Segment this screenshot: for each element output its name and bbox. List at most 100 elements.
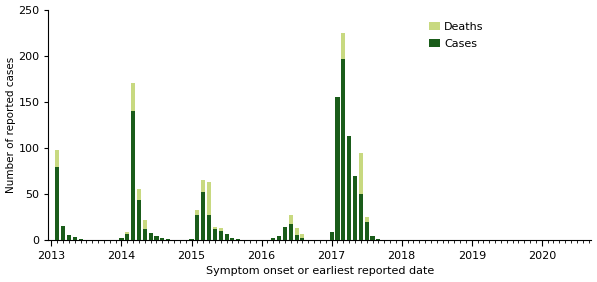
Bar xyxy=(283,227,287,241)
Bar xyxy=(365,217,369,241)
Bar xyxy=(359,194,363,241)
Bar xyxy=(557,239,561,241)
Bar xyxy=(557,239,561,241)
Bar xyxy=(289,224,293,241)
Bar xyxy=(300,238,304,241)
Bar xyxy=(73,237,77,241)
Bar xyxy=(84,239,88,241)
Bar xyxy=(405,239,410,241)
Bar xyxy=(294,228,298,241)
Bar xyxy=(376,239,380,241)
Bar xyxy=(289,215,293,241)
Bar xyxy=(172,239,176,241)
Bar xyxy=(236,239,240,241)
Bar xyxy=(365,222,369,241)
Bar xyxy=(67,235,71,241)
Bar xyxy=(230,238,235,241)
X-axis label: Symptom onset or earliest reported date: Symptom onset or earliest reported date xyxy=(206,266,434,276)
Bar xyxy=(306,239,310,241)
Bar xyxy=(336,97,340,241)
Bar xyxy=(178,239,182,241)
Bar xyxy=(283,227,287,241)
Bar xyxy=(277,236,281,241)
Bar xyxy=(277,236,281,241)
Bar xyxy=(312,239,316,241)
Bar xyxy=(271,238,275,241)
Bar xyxy=(131,111,135,241)
Bar xyxy=(487,239,491,241)
Bar xyxy=(306,239,310,241)
Bar xyxy=(382,239,386,241)
Bar xyxy=(166,239,170,241)
Bar xyxy=(347,136,351,241)
Bar xyxy=(184,239,187,241)
Bar xyxy=(336,97,340,241)
Bar xyxy=(160,238,164,241)
Bar xyxy=(137,189,141,241)
Bar xyxy=(353,176,357,241)
Y-axis label: Number of reported cases: Number of reported cases xyxy=(5,57,16,193)
Bar xyxy=(300,234,304,241)
Bar xyxy=(341,58,345,241)
Bar xyxy=(125,232,130,241)
Bar xyxy=(166,239,170,241)
Bar xyxy=(219,228,223,241)
Bar xyxy=(330,232,334,241)
Legend: Deaths, Cases: Deaths, Cases xyxy=(424,17,488,53)
Bar xyxy=(353,176,357,241)
Bar xyxy=(155,236,159,241)
Bar xyxy=(189,239,193,241)
Bar xyxy=(149,233,153,241)
Bar xyxy=(266,239,269,241)
Bar xyxy=(242,239,246,241)
Bar xyxy=(271,238,275,241)
Bar xyxy=(79,239,82,241)
Bar xyxy=(382,239,386,241)
Bar xyxy=(119,238,124,241)
Bar xyxy=(411,239,416,241)
Bar xyxy=(184,239,187,241)
Bar xyxy=(201,180,205,241)
Bar xyxy=(376,239,380,241)
Bar xyxy=(79,239,82,241)
Bar xyxy=(73,237,77,241)
Bar xyxy=(160,238,164,241)
Bar xyxy=(294,235,298,241)
Bar xyxy=(359,153,363,241)
Bar xyxy=(55,150,59,241)
Bar xyxy=(207,215,211,241)
Bar xyxy=(487,239,491,241)
Bar xyxy=(195,210,199,241)
Bar xyxy=(155,236,159,241)
Bar xyxy=(236,239,240,241)
Bar xyxy=(131,83,135,241)
Bar xyxy=(371,236,374,241)
Bar xyxy=(55,167,59,241)
Bar xyxy=(195,215,199,241)
Bar xyxy=(224,234,229,241)
Bar xyxy=(84,239,88,241)
Bar xyxy=(213,227,217,241)
Bar xyxy=(207,182,211,241)
Bar xyxy=(172,239,176,241)
Bar xyxy=(67,235,71,241)
Bar xyxy=(341,33,345,241)
Bar xyxy=(178,239,182,241)
Bar xyxy=(330,232,334,241)
Bar xyxy=(125,234,130,241)
Bar xyxy=(61,226,65,241)
Bar xyxy=(242,239,246,241)
Bar xyxy=(119,238,124,241)
Bar xyxy=(149,233,153,241)
Bar xyxy=(411,239,416,241)
Bar xyxy=(61,226,65,241)
Bar xyxy=(201,192,205,241)
Bar xyxy=(347,136,351,241)
Bar xyxy=(143,220,147,241)
Bar xyxy=(405,239,410,241)
Bar xyxy=(189,239,193,241)
Bar xyxy=(143,229,147,241)
Bar xyxy=(219,231,223,241)
Bar xyxy=(230,238,235,241)
Bar xyxy=(371,236,374,241)
